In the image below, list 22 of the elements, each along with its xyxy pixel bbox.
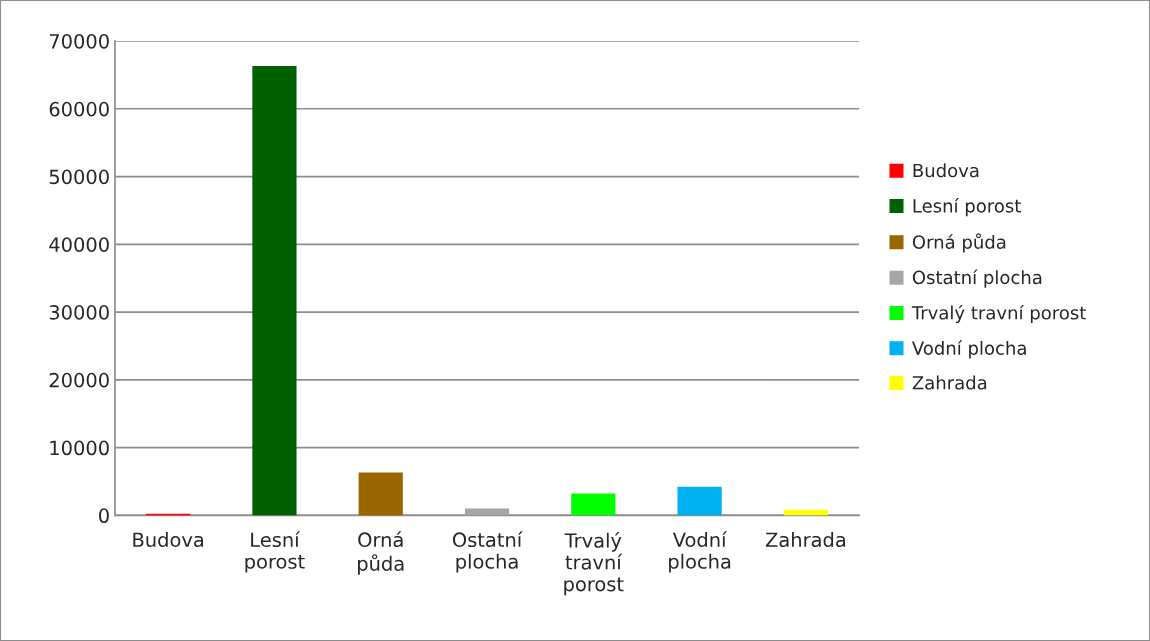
y-tick-label: 50000 [49,169,109,185]
legend-label: Orná půda [912,233,1006,253]
legend-label: Budova [913,163,979,178]
y-tick-label: 70000 [49,33,109,49]
y-tick-label: 60000 [49,101,109,117]
y-tick-label: 30000 [49,305,109,320]
legend-label: Ostatní plocha [912,269,1042,288]
legend-label: Trvalý travní porost [911,304,1086,324]
x-tick-label: Ostatní plocha [452,531,523,573]
legend-label: Zahrada [912,375,987,390]
x-tick-label: Orná půda [358,531,404,575]
x-tick-label: Lesní porost [245,531,305,573]
x-tick-label: Zahrada [765,532,845,548]
x-tick-label: Vodní plocha [669,531,731,573]
legend-label: Vodní plocha [911,340,1026,359]
x-tick-label: Budova [133,532,204,548]
x-tick-label: Trvalý travní porost [564,532,624,596]
legend-label: Lesní porost [913,197,1021,217]
y-tick-label: 40000 [49,237,109,252]
y-tick-label: 0 [99,508,109,524]
y-tick-label: 10000 [50,440,109,456]
y-tick-label: 20000 [49,372,109,388]
